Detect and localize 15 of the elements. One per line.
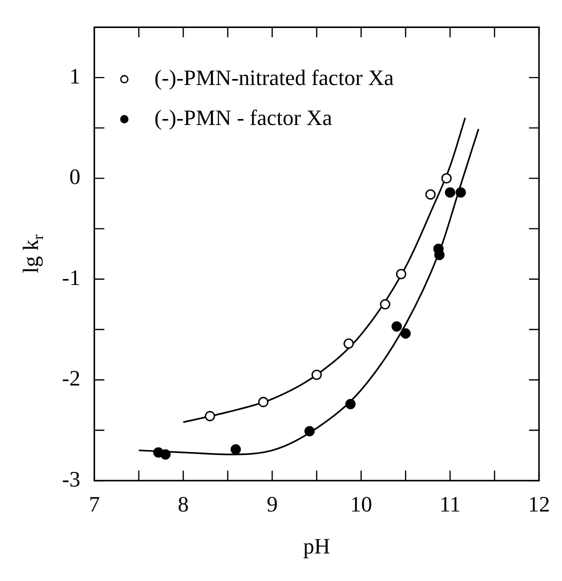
legend-label: (-)-PMN-nitrated factor Xa bbox=[154, 64, 394, 90]
y-tick-label: -1 bbox=[62, 264, 80, 290]
x-tick-label: 10 bbox=[350, 492, 372, 517]
y-axis-title: lg kr bbox=[18, 234, 47, 274]
legend-label: (-)-PMN - factor Xa bbox=[154, 104, 332, 130]
x-tick-label: 11 bbox=[439, 492, 461, 517]
y-tick-label: 0 bbox=[69, 164, 80, 190]
y-tick-label: 1 bbox=[69, 63, 80, 88]
y-tick-label: -3 bbox=[62, 466, 80, 492]
x-axis-title: pH bbox=[303, 533, 330, 558]
x-tick-label: 9 bbox=[266, 492, 278, 517]
y-tick-label: -2 bbox=[62, 366, 80, 391]
x-tick-label: 7 bbox=[88, 492, 100, 517]
x-tick-label: 8 bbox=[178, 492, 189, 517]
x-tick-label: 12 bbox=[528, 492, 550, 517]
